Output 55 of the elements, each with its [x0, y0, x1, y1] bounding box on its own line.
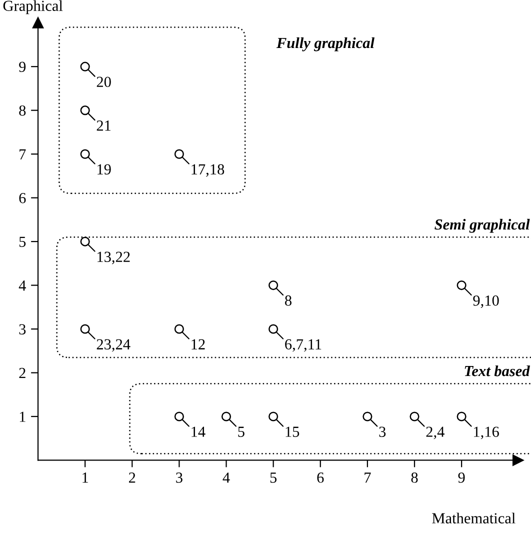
x-tick-label: 3 [176, 472, 182, 483]
y-tick-label: 2 [19, 368, 26, 378]
point [174, 324, 184, 334]
annotation: 6,7,11 [285, 339, 322, 352]
point [174, 149, 184, 159]
x-tick-label: 6 [317, 472, 324, 483]
annotation: 13,22 [98, 252, 130, 264]
annotation: 2,4 [426, 426, 444, 440]
point [268, 412, 278, 422]
y-tick-label: 6 [19, 192, 26, 204]
y-tick-label: 7 [20, 149, 26, 160]
x-tick-label: 8 [411, 472, 418, 483]
point [362, 412, 372, 422]
point [268, 324, 278, 334]
annotation: 1,16 [474, 426, 499, 440]
annotation: 8 [285, 295, 292, 306]
x-tick-label: 2 [128, 472, 136, 483]
annotation: 12 [192, 339, 205, 350]
point [80, 236, 90, 246]
x-tick-label: 4 [222, 472, 230, 483]
annotation: 5 [238, 426, 244, 437]
annotation: Text based [464, 365, 530, 376]
point [80, 62, 90, 72]
y-tick-label: 8 [19, 105, 26, 116]
annotation: 20 [96, 76, 111, 88]
x-tick-label: 5 [270, 472, 277, 483]
point [80, 324, 90, 334]
point [410, 412, 420, 422]
point [456, 280, 466, 290]
annotation: 3 [379, 426, 386, 437]
x-tick-label: 9 [458, 472, 465, 483]
y-axis-title: Graphical [3, 0, 63, 14]
point [174, 412, 184, 422]
annotation: 14 [192, 426, 206, 437]
point [456, 412, 466, 422]
point [80, 149, 90, 159]
annotation: 21 [96, 120, 111, 131]
y-tick-label: 4 [18, 280, 26, 291]
x-axis-title: Mathematical [432, 512, 516, 524]
annotation: 17,18 [192, 164, 224, 177]
annotation: 15 [286, 426, 300, 437]
annotation: Semi graphical [434, 218, 530, 233]
annotation: Fully graphical [276, 37, 374, 52]
y-tick-label: 3 [19, 324, 26, 334]
y-tick-label: 5 [19, 236, 26, 247]
x-tick-label: 7 [364, 472, 371, 483]
x-tick-label: 1 [82, 472, 88, 483]
point [268, 280, 278, 290]
point [80, 106, 90, 116]
point [221, 412, 232, 422]
y-tick-label: 1 [20, 412, 26, 422]
annotation: 9,10 [473, 295, 499, 308]
annotation: 23,24 [96, 339, 130, 352]
annotation: 19 [98, 164, 111, 175]
y-tick-label: 9 [19, 62, 26, 72]
